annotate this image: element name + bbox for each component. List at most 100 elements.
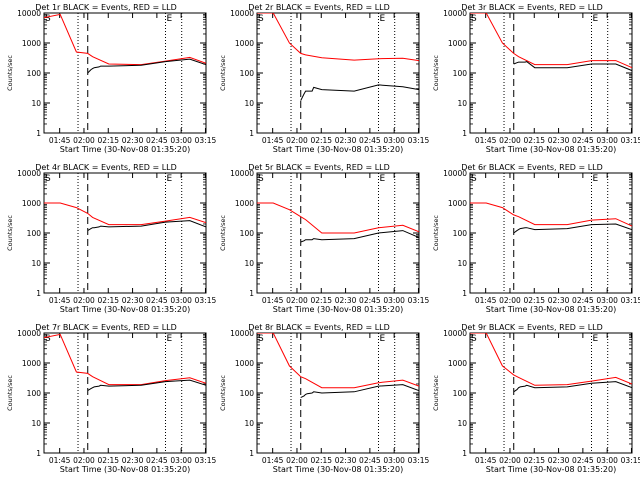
x-tick-label: 02:00 xyxy=(499,296,521,305)
x-tick-label: 03:15 xyxy=(621,456,640,465)
x-tick-label: 01:45 xyxy=(262,296,284,305)
y-axis-label: Counts/sec xyxy=(432,55,440,91)
y-tick-label: 1000 xyxy=(448,199,467,208)
x-tick-label: 01:45 xyxy=(475,456,497,465)
x-tick-label: 03:00 xyxy=(596,456,618,465)
x-axis-label: Start Time (30-Nov-08 01:35:20) xyxy=(273,305,403,314)
y-tick-label: 10000 xyxy=(443,169,467,178)
y-axis-label: Counts/sec xyxy=(432,375,440,411)
lld-series-line xyxy=(44,13,206,66)
y-tick-label: 10 xyxy=(457,99,467,108)
y-axis-label: Counts/sec xyxy=(219,55,227,91)
y-tick-label: 1000 xyxy=(235,199,254,208)
x-tick-label: 03:00 xyxy=(170,296,192,305)
y-tick-label: 10000 xyxy=(443,9,467,18)
x-axis-label: Start Time (30-Nov-08 01:35:20) xyxy=(486,305,616,314)
x-axis-label: Start Time (30-Nov-08 01:35:20) xyxy=(273,145,403,154)
y-tick-label: 10 xyxy=(457,419,467,428)
y-tick-label: 10000 xyxy=(230,329,254,338)
x-tick-label: 01:45 xyxy=(49,296,71,305)
start-marker: S xyxy=(45,14,51,24)
y-tick-label: 100 xyxy=(240,389,255,398)
x-tick-label: 03:00 xyxy=(596,136,618,145)
y-tick-label: 1000 xyxy=(448,39,467,48)
panel-title: Det 8r BLACK = Events, RED = LLD xyxy=(248,323,390,332)
x-tick-label: 02:30 xyxy=(122,296,144,305)
y-tick-label: 100 xyxy=(240,229,255,238)
end-marker: E xyxy=(380,14,386,24)
y-tick-label: 100 xyxy=(240,69,255,78)
x-tick-label: 03:15 xyxy=(621,296,640,305)
y-tick-label: 10000 xyxy=(230,169,254,178)
y-tick-label: 10000 xyxy=(17,169,41,178)
x-tick-label: 03:00 xyxy=(170,136,192,145)
x-tick-label: 02:45 xyxy=(146,136,168,145)
x-tick-label: 01:45 xyxy=(475,296,497,305)
x-tick-label: 02:00 xyxy=(73,456,95,465)
end-marker: E xyxy=(593,174,599,184)
x-tick-label: 02:15 xyxy=(97,456,119,465)
x-tick-label: 02:30 xyxy=(548,456,570,465)
lld-series-line xyxy=(44,202,206,226)
y-tick-label: 100 xyxy=(27,389,42,398)
x-tick-label: 02:00 xyxy=(499,456,521,465)
x-tick-label: 02:30 xyxy=(335,456,357,465)
start-marker: S xyxy=(258,334,264,344)
end-marker: E xyxy=(380,334,386,344)
x-tick-label: 02:30 xyxy=(335,296,357,305)
x-tick-label: 02:15 xyxy=(523,296,545,305)
x-tick-label: 02:00 xyxy=(73,136,95,145)
start-marker: S xyxy=(45,174,51,184)
lld-series-line xyxy=(44,333,206,386)
y-tick-label: 10 xyxy=(31,99,41,108)
x-tick-label: 03:00 xyxy=(383,456,405,465)
x-tick-label: 03:15 xyxy=(195,456,217,465)
panel-title: Det 5r BLACK = Events, RED = LLD xyxy=(248,163,390,172)
events-series-line xyxy=(87,379,206,392)
x-tick-label: 02:45 xyxy=(359,136,381,145)
y-tick-label: 10 xyxy=(31,259,41,268)
x-tick-label: 02:45 xyxy=(572,136,594,145)
x-tick-label: 02:00 xyxy=(499,136,521,145)
x-tick-label: 02:15 xyxy=(523,456,545,465)
events-series-line xyxy=(513,223,632,234)
panel-title: Det 2r BLACK = Events, RED = LLD xyxy=(248,3,390,12)
x-tick-label: 02:45 xyxy=(572,456,594,465)
lld-series-line xyxy=(470,13,632,69)
y-tick-label: 1 xyxy=(36,289,41,298)
y-tick-label: 1000 xyxy=(22,359,41,368)
x-tick-label: 03:15 xyxy=(408,456,430,465)
x-tick-label: 02:30 xyxy=(548,296,570,305)
x-tick-label: 03:00 xyxy=(170,456,192,465)
x-tick-label: 02:30 xyxy=(335,136,357,145)
lld-series-line xyxy=(470,333,632,386)
y-tick-label: 10000 xyxy=(443,329,467,338)
x-tick-label: 01:45 xyxy=(262,136,284,145)
lld-series-line xyxy=(257,333,419,389)
x-tick-label: 02:15 xyxy=(310,296,332,305)
y-tick-label: 1 xyxy=(249,289,254,298)
x-axis-label: Start Time (30-Nov-08 01:35:20) xyxy=(60,305,190,314)
y-tick-label: 10 xyxy=(244,99,254,108)
x-tick-label: 03:15 xyxy=(195,296,217,305)
y-tick-label: 100 xyxy=(453,229,468,238)
y-tick-label: 1 xyxy=(462,449,467,458)
x-tick-label: 02:45 xyxy=(572,296,594,305)
x-tick-label: 01:45 xyxy=(49,456,71,465)
x-tick-label: 02:30 xyxy=(122,456,144,465)
events-series-line xyxy=(513,381,632,393)
lld-series-line xyxy=(257,202,419,234)
detector-panel-7: Det 7r BLACK = Events, RED = LLD 1 10 100 10… xyxy=(6,323,216,474)
y-axis-label: Counts/sec xyxy=(6,55,14,91)
y-tick-label: 1000 xyxy=(448,359,467,368)
x-tick-label: 02:00 xyxy=(286,456,308,465)
y-tick-label: 1 xyxy=(462,289,467,298)
x-tick-label: 02:45 xyxy=(146,456,168,465)
x-tick-label: 02:15 xyxy=(310,456,332,465)
y-tick-label: 10 xyxy=(31,419,41,428)
y-axis-label: Counts/sec xyxy=(219,215,227,251)
x-axis-label: Start Time (30-Nov-08 01:35:20) xyxy=(486,465,616,474)
x-tick-label: 02:30 xyxy=(122,136,144,145)
y-tick-label: 100 xyxy=(453,69,468,78)
